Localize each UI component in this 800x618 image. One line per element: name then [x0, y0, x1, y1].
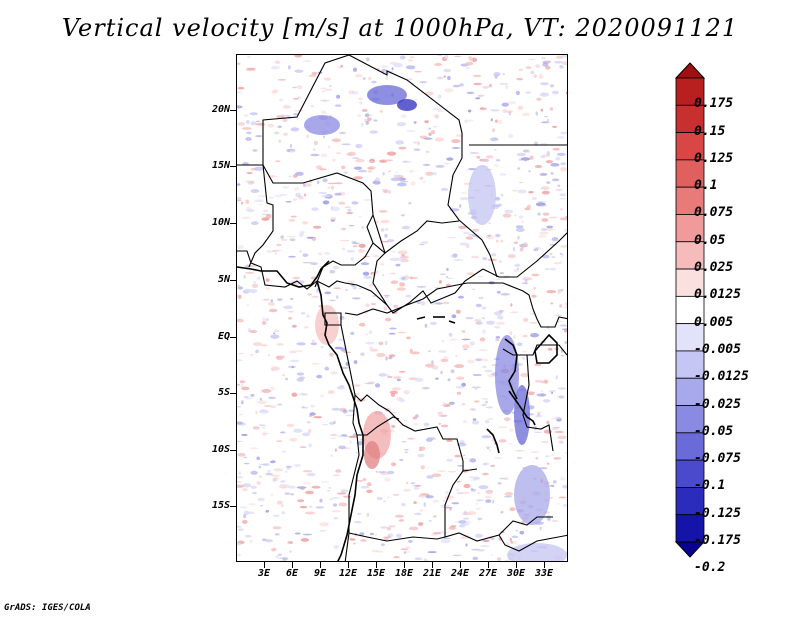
lon-tick [544, 562, 545, 568]
map-title: Vertical velocity [m/s] at 1000hPa, VT: … [61, 14, 739, 42]
lat-tick [230, 337, 236, 338]
colorbar-swatch [675, 459, 705, 488]
lat-label-20n: 20N [211, 104, 230, 115]
lon-label-15e: 15E [366, 568, 386, 579]
colorbar-label: -0.1 [694, 478, 726, 494]
colorbar-bottom-arrow [674, 541, 706, 558]
colorbar-label: 0.175 [694, 96, 734, 112]
lon-label-6e: 6E [285, 568, 299, 579]
lat-tick [230, 506, 236, 507]
colorbar-label: -0.175 [694, 533, 741, 548]
lon-label-30e: 30E [506, 568, 526, 579]
colorbar-label: 0.05 [694, 232, 726, 248]
lon-tick [404, 562, 405, 568]
colorbar-label: -0.005 [694, 341, 741, 357]
lon-tick [376, 562, 377, 568]
colorbar-label: 0.005 [694, 314, 734, 330]
lat-tick [230, 166, 236, 167]
colorbar [674, 62, 706, 558]
colorbar-swatch [675, 159, 705, 188]
colorbar-label: 0.0125 [694, 287, 741, 303]
country-borders [237, 55, 567, 561]
colorbar-svg [674, 62, 706, 558]
lon-label-21e: 21E [422, 568, 442, 579]
lon-tick [488, 562, 489, 568]
lat-label-5s: 5S [217, 387, 230, 398]
colorbar-label: -0.05 [694, 423, 734, 439]
colorbar-label: 0.1 [694, 178, 718, 194]
colorbar-top-arrow [674, 62, 706, 79]
lat-tick [230, 223, 236, 224]
lat-label-5n: 5N [217, 274, 230, 285]
lat-label-eq: EQ [217, 331, 230, 342]
colorbar-swatch [675, 295, 705, 325]
lon-tick [292, 562, 293, 568]
colorbar-label: -0.0125 [694, 369, 749, 385]
colorbar-label: 0.075 [694, 205, 734, 221]
lat-tick [230, 393, 236, 394]
colorbar-swatch [675, 214, 705, 243]
lon-tick [320, 562, 321, 568]
colorbar-swatch [675, 377, 705, 406]
colorbar-label: -0.125 [694, 505, 741, 521]
lon-label-24e: 24E [450, 568, 470, 579]
colorbar-swatch [675, 350, 705, 379]
colorbar-swatch [675, 268, 705, 297]
map-plot-area [236, 54, 568, 562]
colorbar-label: -0.025 [694, 396, 741, 412]
colorbar-swatch [675, 432, 705, 461]
grads-credit: GrADS: IGES/COLA [4, 603, 91, 613]
lat-label-15s: 15S [211, 500, 230, 511]
map-svg [237, 55, 567, 561]
lat-label-10s: 10S [211, 444, 230, 455]
lat-tick [230, 110, 236, 111]
colorbar-swatch [675, 405, 705, 434]
lon-label-12e: 12E [338, 568, 358, 579]
lat-tick [230, 280, 236, 281]
lon-tick [264, 562, 265, 568]
colorbar-label: 0.025 [694, 260, 734, 276]
lon-label-33e: 33E [534, 568, 554, 579]
colorbar-swatch [675, 241, 705, 270]
coastline [237, 260, 558, 561]
lon-tick [516, 562, 517, 568]
lon-label-3e: 3E [257, 568, 271, 579]
lon-label-9e: 9E [313, 568, 327, 579]
lon-label-27e: 27E [478, 568, 498, 579]
lat-tick [230, 450, 236, 451]
velocity-field [237, 55, 567, 561]
lat-label-15n: 15N [211, 160, 230, 171]
colorbar-swatch [675, 514, 705, 543]
colorbar-swatch [675, 132, 705, 161]
colorbar-label: -0.2 [694, 560, 726, 576]
colorbar-swatch [675, 323, 705, 352]
colorbar-label: 0.15 [694, 123, 726, 139]
lon-tick [348, 562, 349, 568]
lon-label-18e: 18E [394, 568, 414, 579]
lat-label-10n: 10N [211, 217, 230, 228]
colorbar-label: 0.125 [694, 150, 734, 166]
lon-tick [432, 562, 433, 568]
lon-tick [460, 562, 461, 568]
colorbar-label: -0.075 [694, 451, 741, 467]
